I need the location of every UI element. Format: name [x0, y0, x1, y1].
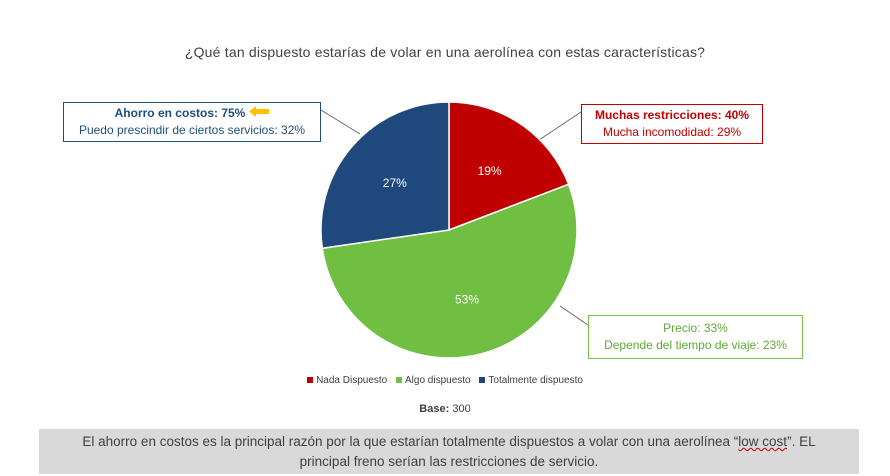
legend-swatch: [479, 377, 486, 384]
slice-label-algo-dispuesto: 53%: [455, 292, 479, 306]
legend-item-nada: Nada Dispuesto: [307, 375, 387, 386]
callout-restricciones: Muchas restricciones: 40% Mucha incomodi…: [581, 104, 763, 144]
footer-text-after: ”. EL principal freno serían las restric…: [299, 434, 816, 469]
callout-precio: Precio: 33% Depende del tiempo de viaje:…: [588, 315, 803, 359]
legend-label: Totalmente dispuesto: [488, 375, 583, 386]
legend-label: Algo dispuesto: [405, 375, 471, 386]
legend-label: Nada Dispuesto: [316, 375, 388, 386]
base-label: Base:: [419, 403, 450, 415]
leader-lines: [320, 109, 589, 326]
callout-precio-line1: Precio: 33%: [663, 321, 728, 335]
callout-precio-line2: Depende del tiempo de viaje: 23%: [604, 338, 787, 352]
pie-slice-nada-dispuesto: [448, 101, 570, 232]
legend-item-algo: Algo dispuesto: [396, 375, 471, 386]
base-value: 300: [452, 403, 471, 415]
leader-line-restricciones: [535, 111, 582, 143]
legend-swatch: [396, 377, 403, 384]
sample-base: Base: 300: [0, 403, 890, 415]
leader-line-precio: [559, 305, 589, 326]
legend-swatch: [307, 377, 314, 384]
slice-label-totalmente-dispuesto: 27%: [383, 176, 407, 190]
footer-highlight: low cost: [738, 434, 788, 449]
chart-legend: Nada Dispuesto Algo dispuesto Totalmente…: [0, 375, 890, 386]
leader-line-ahorro: [320, 109, 361, 135]
pie-slice-algo-dispuesto: [321, 183, 578, 359]
callout-restricciones-title: Muchas restricciones: 40%: [594, 108, 750, 122]
callout-ahorro-title: Ahorro en costos: 75%: [114, 106, 246, 120]
legend-item-totalmente: Totalmente dispuesto: [479, 375, 583, 386]
pie-slice-totalmente-dispuesto: [320, 101, 450, 250]
chart-title: ¿Qué tan dispuesto estarías de volar en …: [184, 44, 706, 60]
callout-ahorro-detail: Puedo prescindir de ciertos servicios: 3…: [78, 123, 306, 138]
arrow-left-icon: [249, 105, 270, 122]
slice-label-nada-dispuesto: 19%: [478, 164, 502, 178]
footer-text-before: El ahorro en costos es la principal razó…: [82, 434, 739, 449]
callout-ahorro: Ahorro en costos: 75% Puedo prescindir d…: [63, 102, 321, 142]
callout-restricciones-detail: Mucha incomodidad: 29%: [602, 125, 742, 139]
summary-footer: El ahorro en costos es la principal razó…: [39, 429, 859, 474]
